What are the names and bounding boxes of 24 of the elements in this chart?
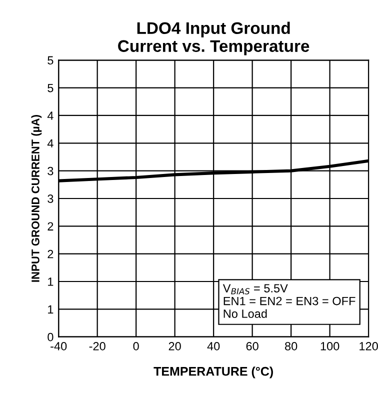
y-tick-label: 1 <box>48 305 54 314</box>
y-tick-label: 4 <box>47 112 54 120</box>
x-tick-label: 40 <box>207 342 220 350</box>
x-tick-label: -40 <box>50 342 67 350</box>
x-tick-label: 120 <box>360 342 378 350</box>
y-tick-label: 3 <box>48 166 54 176</box>
y-tick-label: 3 <box>48 194 54 203</box>
x-tick-label: 100 <box>320 342 340 350</box>
y-tick-label: 4 <box>47 139 54 148</box>
x-axis-title: TEMPERATURE (°C) <box>154 366 273 378</box>
x-tick-label: 80 <box>285 342 298 350</box>
x-tick-label: -20 <box>89 342 106 350</box>
x-tick-label: 0 <box>133 342 139 350</box>
y-tick-label: 2 <box>48 222 54 230</box>
x-tick-label: 60 <box>246 342 258 350</box>
y-tick-label: 2 <box>48 250 54 258</box>
annotation: V$_{BIAS}$ = 5.5V EN1 = EN2 = EN3 = OFF No Load <box>222 284 356 318</box>
y-tick-label: 1 <box>48 278 54 286</box>
y-tick-label: 0 <box>48 332 54 342</box>
chart-title: LDO4 Input Ground Current vs. Temperature <box>118 22 310 56</box>
y-tick-label: 5 <box>48 56 54 65</box>
x-tick-label: 20 <box>168 342 181 350</box>
y-axis-title: INPUT GROUND CURRENT (µA) <box>31 114 42 282</box>
y-tick-label: 5 <box>48 84 54 92</box>
